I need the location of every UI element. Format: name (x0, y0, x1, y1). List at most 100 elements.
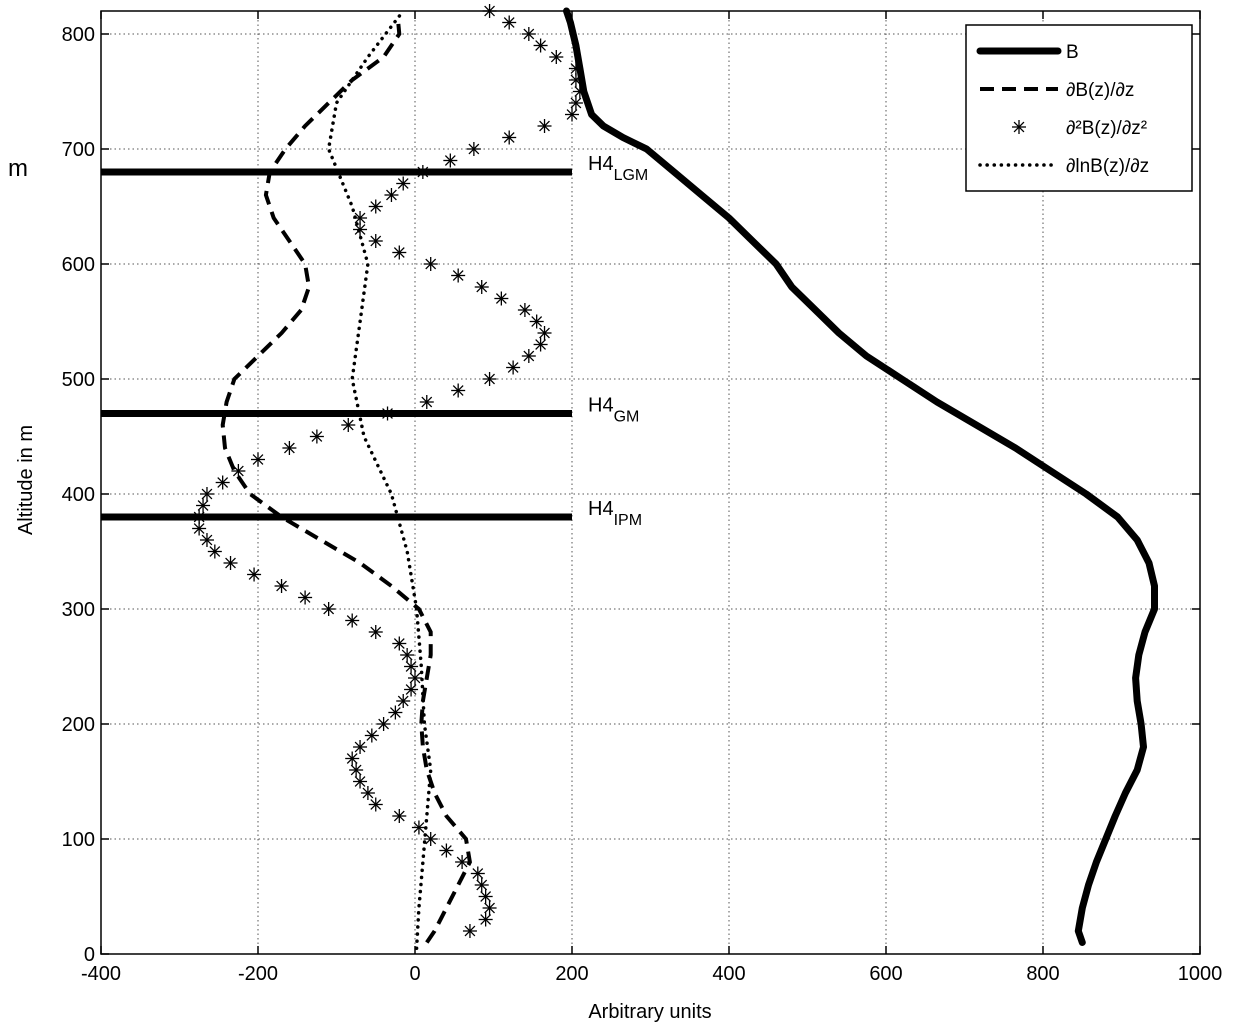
data-point (404, 659, 419, 674)
data-point (392, 809, 407, 823)
data-point (478, 889, 493, 904)
data-point (411, 820, 426, 835)
marker-line-label: H4IPM (588, 498, 642, 529)
data-point (207, 544, 222, 559)
data-point (368, 797, 383, 812)
data-point (565, 107, 579, 122)
data-point (423, 257, 438, 271)
data-point (388, 705, 403, 720)
data-point (502, 15, 517, 30)
legend-label-b-z-z: ∂²B(z)/∂z² (1066, 118, 1147, 139)
series-line-b-z-z (220, 16, 472, 944)
data-point (376, 717, 391, 731)
data-point (247, 567, 262, 582)
data-point (439, 843, 454, 858)
legend-label-b: B (1066, 42, 1079, 63)
data-point (368, 625, 383, 639)
data-point (482, 372, 497, 386)
data-point (360, 786, 375, 800)
data-point (506, 360, 521, 375)
y-tick-label: 600 (62, 254, 95, 276)
data-point (533, 337, 548, 352)
data-point (537, 119, 552, 133)
series-layer (192, 4, 1158, 951)
y-tick-label: 500 (62, 369, 95, 391)
x-tick-label: 200 (555, 963, 588, 985)
data-point (462, 924, 477, 938)
data-point (384, 188, 399, 202)
axis-ticks: -400 -200 0 200 400 600 800 1000 0 100 200 300 400 50… (62, 11, 1223, 985)
y-tick-label: 800 (62, 24, 95, 46)
data-point (494, 291, 509, 306)
data-point (215, 475, 230, 490)
legend-label-b-z-z: ∂B(z)/∂z (1066, 80, 1134, 101)
data-point (572, 84, 587, 99)
data-point (470, 866, 485, 881)
data-point (298, 590, 313, 605)
marker-line-label: H4GM (588, 395, 639, 426)
data-point (353, 211, 368, 225)
data-point (521, 27, 536, 41)
data-point (368, 234, 383, 248)
data-point (196, 498, 211, 513)
data-point (364, 728, 379, 743)
data-point (349, 763, 364, 777)
data-point (419, 395, 434, 409)
y-tick-label: 200 (62, 714, 95, 736)
data-point (466, 142, 481, 156)
data-point (568, 61, 583, 76)
data-point (408, 671, 422, 685)
data-point (353, 740, 368, 754)
data-point (521, 349, 536, 363)
x-tick-label: -400 (81, 963, 121, 985)
data-point (199, 533, 214, 547)
data-point (517, 303, 532, 317)
x-tick-label: 400 (712, 963, 745, 985)
data-point (309, 429, 324, 444)
data-point (353, 774, 368, 789)
stray-label: m (8, 155, 28, 182)
horizontal-lines: H4LGM H4GM H4IPM (101, 153, 648, 529)
data-point (251, 452, 265, 467)
data-point (223, 556, 238, 570)
data-point (368, 199, 383, 214)
data-point (478, 912, 493, 927)
legend: B ∂B(z)/∂z ∂²B(z)/∂z² ∂lnB(z)/∂z (965, 24, 1193, 192)
series-line-b (563, 7, 1158, 946)
data-point (321, 602, 336, 616)
data-point (192, 521, 207, 536)
x-axis-label: Arbitrary units (588, 1001, 711, 1023)
x-tick-label: -200 (238, 963, 278, 985)
y-tick-label: 300 (62, 599, 95, 621)
data-point (396, 176, 411, 191)
data-point (274, 579, 289, 593)
x-tick-label: 800 (1026, 963, 1059, 985)
data-point (549, 50, 564, 64)
plot-frame (100, 10, 1201, 955)
data-point (568, 96, 583, 110)
data-point (392, 245, 407, 260)
y-tick-label: 700 (62, 139, 95, 161)
data-point (451, 268, 466, 283)
data-point (404, 682, 419, 697)
data-point (529, 314, 544, 329)
y-tick-label: 400 (62, 484, 95, 506)
data-point (231, 464, 246, 478)
data-point (345, 751, 360, 766)
data-point (199, 487, 214, 501)
data-point (282, 441, 297, 455)
data-point (423, 832, 438, 846)
data-point (443, 153, 458, 168)
data-point (345, 613, 360, 628)
data-point (341, 418, 356, 432)
data-point (474, 280, 489, 294)
data-point (537, 326, 552, 340)
y-tick-label: 0 (84, 944, 95, 966)
marker-line-label: H4LGM (588, 153, 648, 184)
legend-swatch-b-z-z (1012, 120, 1026, 134)
y-tick-label: 100 (62, 829, 95, 851)
data-point (455, 855, 470, 869)
x-tick-label: 1000 (1178, 963, 1223, 985)
data-point (474, 878, 489, 892)
